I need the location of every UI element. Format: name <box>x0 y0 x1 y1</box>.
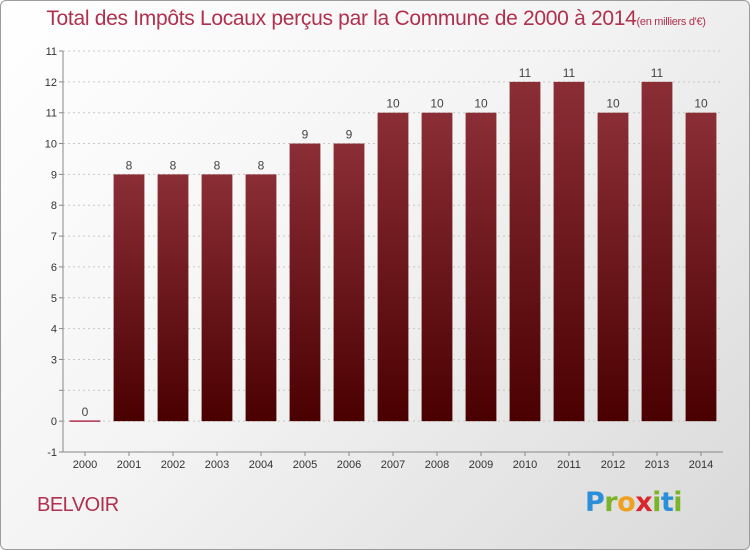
x-tick-label: 2012 <box>601 459 625 471</box>
y-tick-label: 5 <box>51 293 57 305</box>
x-tick-label: 2002 <box>161 459 185 471</box>
chart-title-unit: (en milliers d'€) <box>636 16 706 28</box>
y-tick-label: 8 <box>51 200 57 212</box>
x-tick-label: 2004 <box>249 459 273 471</box>
data-label: 10 <box>386 97 400 111</box>
x-tick-label: 2005 <box>293 459 317 471</box>
logo-letter: P <box>585 487 605 518</box>
data-label: 8 <box>258 158 265 172</box>
data-label: 8 <box>170 158 177 172</box>
y-tick-label: 12 <box>45 77 57 89</box>
x-tick-label: 2013 <box>645 459 669 471</box>
bar <box>597 112 629 422</box>
y-tick-label: 3 <box>51 354 57 366</box>
data-label: 10 <box>430 97 444 111</box>
y-tick-label: 7 <box>51 231 57 243</box>
y-tick-label: 4 <box>51 324 57 336</box>
bar <box>377 112 409 422</box>
y-tick-label: -1 <box>47 447 57 459</box>
x-tick-label: 2003 <box>205 459 229 471</box>
x-tick-label: 2008 <box>425 459 449 471</box>
data-label: 10 <box>474 97 488 111</box>
bar <box>201 174 233 422</box>
logo-letter: o <box>617 487 636 518</box>
bar <box>113 174 145 422</box>
bar <box>465 112 497 422</box>
y-tick-label: 9 <box>51 169 57 181</box>
x-tick-label: 2011 <box>557 459 581 471</box>
logo-letter: r <box>604 487 618 518</box>
logo-letter: i <box>673 487 683 518</box>
chart-title: Total des Impôts Locaux perçus par la Co… <box>1 7 749 31</box>
x-tick-label: 2007 <box>381 459 405 471</box>
commune-name: BELVOIR <box>37 494 119 516</box>
logo-letter: i <box>652 487 661 518</box>
y-tick-label: 11 <box>46 46 57 58</box>
x-tick-label: 2010 <box>513 459 537 471</box>
y-tick-label: 11 <box>46 108 57 120</box>
data-label: 10 <box>694 97 708 111</box>
bar <box>421 112 453 422</box>
bar <box>157 174 189 422</box>
bar <box>641 81 673 422</box>
bar <box>553 81 585 422</box>
chart-title-main: Total des Impôts Locaux perçus par la Co… <box>46 7 637 30</box>
x-tick-label: 2000 <box>73 459 97 471</box>
bar <box>509 81 541 422</box>
data-label: 11 <box>651 66 664 80</box>
x-tick-label: 2001 <box>117 459 141 471</box>
y-tick-label: 10 <box>45 139 57 151</box>
x-tick-label: 2006 <box>337 459 361 471</box>
data-label: 8 <box>214 158 221 172</box>
data-label: 9 <box>346 128 353 142</box>
data-label: 11 <box>563 66 576 80</box>
data-label: 10 <box>606 97 620 111</box>
bar <box>685 112 717 422</box>
y-tick-label: 6 <box>51 262 57 274</box>
bar <box>245 174 277 422</box>
y-tick-label: 0 <box>51 416 57 428</box>
bar <box>333 143 365 422</box>
data-label: 9 <box>302 128 309 142</box>
x-tick-label: 2009 <box>469 459 493 471</box>
x-tick-label: 2014 <box>689 459 713 471</box>
data-label: 0 <box>82 405 89 419</box>
data-label: 8 <box>126 158 133 172</box>
data-label: 11 <box>519 66 532 80</box>
logo-letter: x <box>635 487 653 518</box>
bar <box>289 143 321 422</box>
logo-letter: t <box>660 487 674 518</box>
